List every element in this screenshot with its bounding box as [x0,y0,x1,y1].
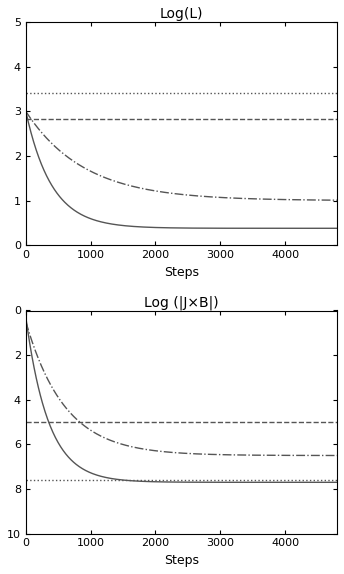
X-axis label: Steps: Steps [164,266,199,278]
Title: Log (|J×B|): Log (|J×B|) [144,296,219,310]
X-axis label: Steps: Steps [164,554,199,567]
Title: Log(L): Log(L) [160,7,203,21]
